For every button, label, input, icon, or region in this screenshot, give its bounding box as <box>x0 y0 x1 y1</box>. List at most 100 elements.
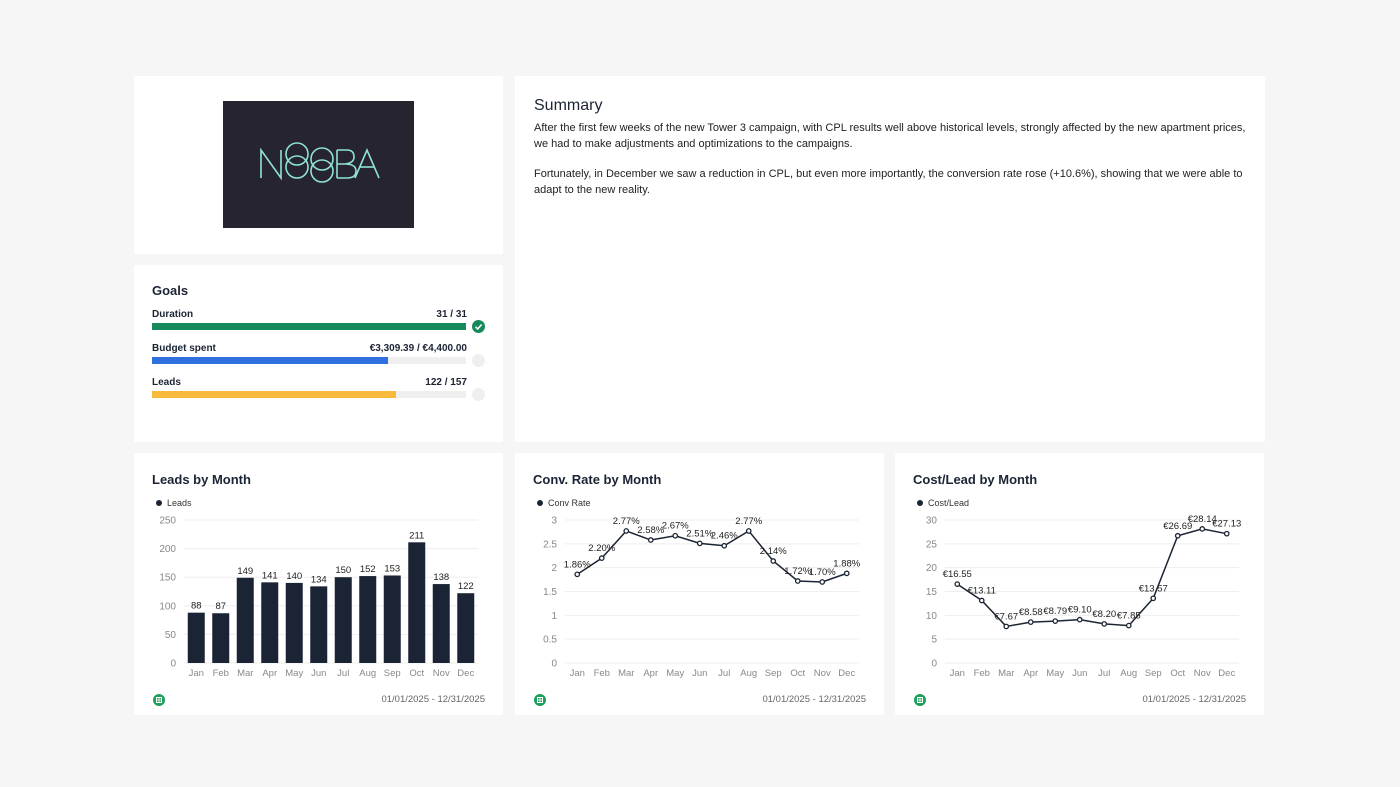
summary-card: Summary After the first few weeks of the… <box>515 76 1265 442</box>
x-tick-label: Feb <box>594 668 610 679</box>
data-point <box>745 528 752 534</box>
google-sheets-icon[interactable] <box>534 694 546 706</box>
goal-progress-track <box>152 323 466 330</box>
goal-progress-fill <box>152 391 396 398</box>
bar <box>334 577 352 663</box>
series-line <box>956 528 1227 628</box>
google-sheets-icon[interactable] <box>914 694 926 706</box>
y-tick-label: 20 <box>926 563 938 574</box>
data-point <box>1223 530 1230 537</box>
data-point <box>696 540 703 547</box>
goal-progress-track <box>152 357 466 364</box>
x-tick-label: Jul <box>337 668 349 679</box>
data-point <box>843 570 850 577</box>
status-circle-icon <box>472 388 485 401</box>
brand-logo <box>223 101 414 228</box>
y-tick-label: 100 <box>159 601 176 612</box>
data-label: 140 <box>286 571 302 582</box>
data-label: 1.72% <box>784 566 811 577</box>
google-sheets-icon[interactable] <box>153 694 165 706</box>
x-tick-label: Feb <box>974 668 990 679</box>
brand-logo-graphic <box>260 142 380 183</box>
bar <box>187 612 205 663</box>
data-label: 88 <box>191 601 202 612</box>
x-tick-label: Mar <box>998 668 1014 679</box>
leads-by-month-card: Leads by Month Leads 0 50 100 150 200 250 Jan F… <box>134 453 503 715</box>
x-tick-label: Aug <box>740 668 757 679</box>
cost-lead-line-chart: 0 5 10 15 20 25 30 Jan Feb Mar Apr May Jun Jul Aug Sep O… <box>926 514 1241 679</box>
data-label: 2.67% <box>662 521 689 532</box>
bar <box>285 582 303 663</box>
data-label: 149 <box>237 566 253 577</box>
chart-legend[interactable]: Leads <box>156 498 192 508</box>
x-tick-label: Oct <box>409 668 424 679</box>
goals-title: Goals <box>152 283 189 298</box>
x-tick-label: Aug <box>1120 668 1137 679</box>
data-point <box>1174 532 1181 539</box>
x-tick-label: May <box>285 668 303 679</box>
chart-legend[interactable]: Conv Rate <box>537 498 591 508</box>
data-point <box>794 578 801 584</box>
check-circle-icon <box>472 320 485 333</box>
x-tick-label: Nov <box>1194 668 1211 679</box>
goal-value: 122 / 157 <box>425 377 467 388</box>
data-label: €9.10 <box>1068 605 1092 616</box>
data-label: 150 <box>335 565 351 576</box>
goal-value: €3,309.39 / €4,400.00 <box>369 343 467 354</box>
data-label: 211 <box>409 530 424 541</box>
data-label: 2.58% <box>637 525 664 536</box>
x-tick-label: Oct <box>1170 668 1185 679</box>
bar <box>310 586 328 663</box>
goal-label: Leads <box>152 377 181 388</box>
bar <box>359 576 377 663</box>
legend-label: Leads <box>167 498 192 508</box>
conv-rate-line-chart: 0 0.5 1 1.5 2 2.5 3 Jan Feb Mar Apr May Jun Jul Aug Sep… <box>543 516 861 680</box>
bar <box>261 582 279 663</box>
bar <box>212 613 230 663</box>
data-point <box>1052 618 1059 624</box>
x-tick-label: Aug <box>359 668 376 679</box>
legend-dot <box>156 499 162 506</box>
x-tick-label: Feb <box>213 668 229 679</box>
data-point <box>647 537 654 543</box>
goal-label: Budget spent <box>152 343 216 354</box>
data-point <box>623 528 630 534</box>
y-tick-label: 30 <box>926 516 938 527</box>
x-tick-label: Apr <box>1023 668 1038 679</box>
leads-bar-chart: 0 50 100 150 200 250 Jan Feb Mar Apr May Jun Jul Aug S… <box>159 516 478 679</box>
bar <box>432 584 450 663</box>
status-circle-icon <box>472 354 485 367</box>
x-tick-label: Mar <box>237 668 253 679</box>
data-label: 2.46% <box>711 531 738 542</box>
y-tick-label: 15 <box>926 587 938 598</box>
y-tick-label: 0.5 <box>543 635 557 646</box>
x-tick-label: Jan <box>189 668 204 679</box>
x-tick-label: Sep <box>765 668 782 679</box>
chart-title: Conv. Rate by Month <box>533 472 662 487</box>
legend-label: Conv Rate <box>548 498 591 508</box>
data-label: €8.20 <box>1092 609 1116 620</box>
data-point <box>721 542 728 549</box>
x-tick-label: Jan <box>950 668 965 679</box>
x-tick-label: Apr <box>262 668 277 679</box>
data-label: 138 <box>433 572 449 583</box>
data-label: 87 <box>215 601 226 612</box>
y-tick-label: 10 <box>926 611 938 622</box>
summary-paragraph: After the first few weeks of the new Tow… <box>534 122 1246 150</box>
chart-legend[interactable]: Cost/Lead <box>917 498 969 508</box>
data-point <box>1076 616 1083 623</box>
y-tick-label: 1 <box>551 611 557 622</box>
logo-card <box>134 76 503 254</box>
x-tick-label: May <box>666 668 684 679</box>
data-label: 153 <box>384 563 400 574</box>
x-tick-label: Apr <box>643 668 658 679</box>
date-range: 01/01/2025 - 12/31/2025 <box>762 694 866 705</box>
data-point <box>954 581 961 587</box>
legend-dot <box>537 499 543 506</box>
data-label: 1.88% <box>833 558 860 569</box>
goal-value: 31 / 31 <box>436 309 467 320</box>
data-label: €28.14 <box>1188 514 1217 525</box>
bar <box>408 542 426 663</box>
x-tick-label: May <box>1046 668 1064 679</box>
x-tick-label: Jul <box>718 668 730 679</box>
